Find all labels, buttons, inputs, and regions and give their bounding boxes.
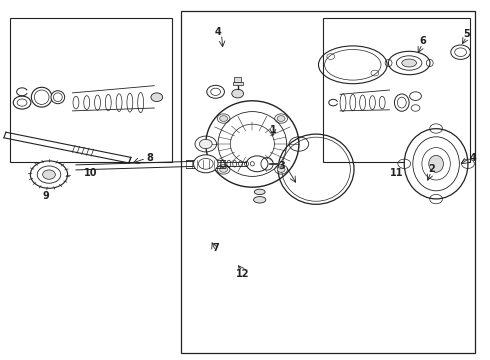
Text: 7: 7 (212, 243, 219, 253)
Text: 9: 9 (43, 191, 49, 201)
Circle shape (220, 167, 227, 172)
Circle shape (277, 167, 285, 172)
Text: 6: 6 (419, 36, 426, 46)
Ellipse shape (31, 87, 52, 107)
Text: 10: 10 (84, 168, 98, 178)
Ellipse shape (394, 94, 409, 111)
Circle shape (30, 161, 68, 188)
Bar (181, 11, 475, 353)
Text: 1: 1 (270, 125, 276, 135)
Bar (234, 77, 241, 82)
Circle shape (13, 96, 31, 109)
Text: 12: 12 (236, 269, 249, 279)
Circle shape (246, 156, 268, 172)
Circle shape (43, 170, 55, 179)
Ellipse shape (254, 197, 266, 203)
Circle shape (232, 89, 244, 98)
Ellipse shape (429, 156, 443, 172)
Circle shape (151, 93, 163, 102)
Ellipse shape (206, 101, 299, 187)
Circle shape (277, 116, 285, 121)
Ellipse shape (404, 129, 468, 199)
Circle shape (194, 155, 218, 173)
Text: 8: 8 (146, 153, 153, 163)
Ellipse shape (51, 91, 65, 104)
Bar (323, 18, 470, 162)
Text: 5: 5 (463, 29, 470, 39)
Circle shape (220, 116, 227, 121)
Bar (10, 18, 172, 162)
Text: 4: 4 (469, 153, 476, 163)
Ellipse shape (402, 59, 416, 67)
Bar (233, 82, 243, 85)
Circle shape (199, 139, 212, 149)
Text: 3: 3 (278, 161, 285, 171)
Text: 11: 11 (390, 168, 404, 178)
Text: 4: 4 (215, 27, 221, 37)
Ellipse shape (254, 189, 265, 194)
Text: 2: 2 (428, 164, 435, 174)
